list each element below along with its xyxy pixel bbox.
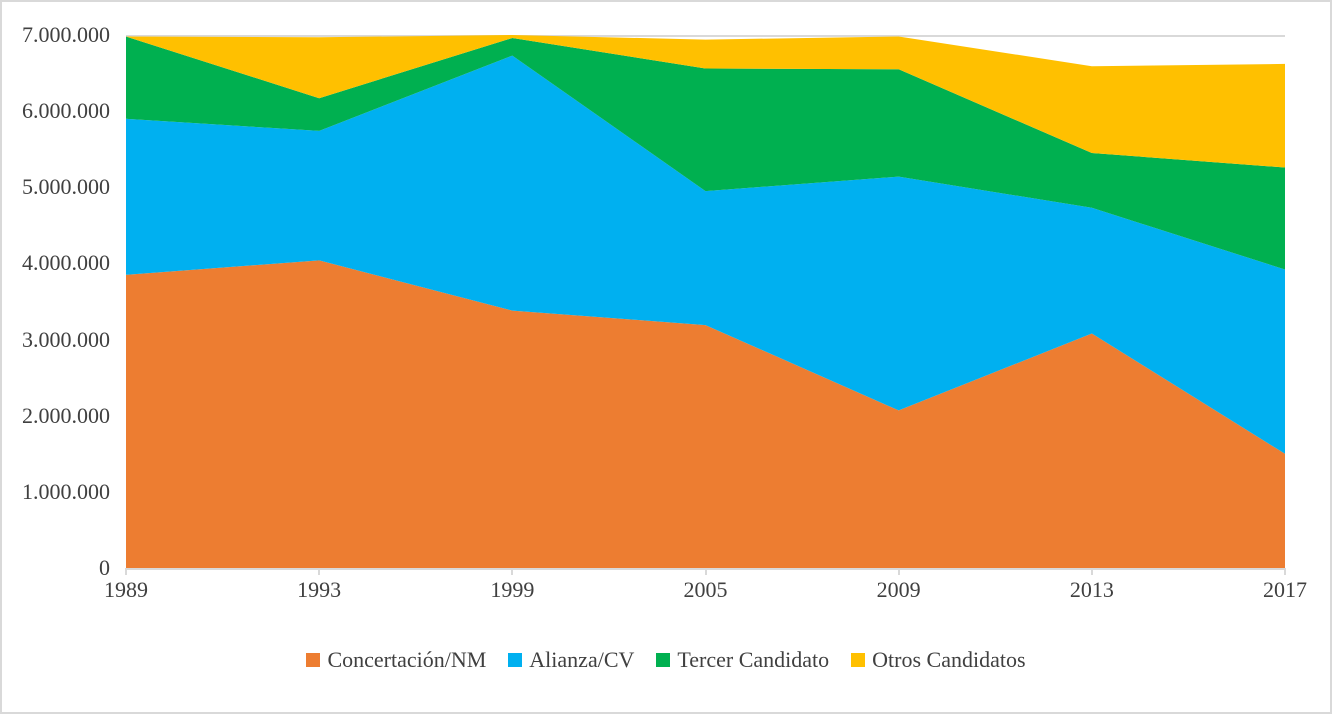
x-tick-1999: [511, 568, 514, 575]
x-tick-1993: [318, 568, 321, 575]
legend-item-otros-candidatos: Otros Candidatos: [851, 647, 1026, 673]
x-tick-2013: [1090, 568, 1093, 575]
chart-legend: Concertación/NM Alianza/CV Tercer Candidat…: [2, 647, 1330, 673]
legend-swatch-otros-candidatos: [851, 653, 866, 667]
legend-swatch-concertaci-n-nm: [306, 653, 321, 667]
y-tick-label-6.000.000: 6.000.000: [22, 98, 110, 124]
y-tick-label-5.000.000: 5.000.000: [22, 174, 110, 200]
area-series-concertaci-n-nm: [126, 260, 1285, 568]
area-chart-canvas: [126, 35, 1285, 568]
area-series-tercer-candidato: [126, 36, 1285, 270]
x-tick-label-1999: 1999: [490, 577, 535, 602]
y-tick-label-1.000.000: 1.000.000: [22, 478, 110, 504]
legend-label-tercer-candidato: Tercer Candidato: [677, 647, 830, 672]
legend-swatch-alianza-cv: [508, 653, 523, 667]
x-tick-label-1993: 1993: [297, 577, 342, 602]
plot-area: [126, 35, 1285, 568]
y-tick-label-0: 0: [99, 555, 110, 580]
y-tick-label-4.000.000: 4.000.000: [22, 250, 110, 276]
x-tick-2005: [704, 568, 707, 575]
legend-label-otros-candidatos: Otros Candidatos: [872, 647, 1026, 672]
area-series-otros-candidatos: [126, 35, 1285, 168]
x-tick-label-2017: 2017: [1263, 577, 1307, 602]
legend-item-alianza-cv: Alianza/CV: [508, 647, 634, 673]
legend-item-concertaci-n-nm: Concertación/NM: [306, 647, 486, 673]
y-tick-label-3.000.000: 3.000.000: [22, 326, 110, 352]
x-tick-label-2009: 2009: [876, 577, 921, 602]
x-tick-label-1989: 1989: [104, 577, 148, 602]
area-series-alianza-cv: [126, 55, 1285, 454]
gridline-7m: [126, 35, 1285, 37]
y-tick-label-7.000.000: 7.000.000: [22, 22, 110, 47]
y-tick-label-2.000.000: 2.000.000: [22, 402, 110, 428]
legend-swatch-tercer-candidato: [656, 653, 671, 667]
legend-label-concertaci-n-nm: Concertación/NM: [327, 647, 487, 672]
legend-label-alianza-cv: Alianza/CV: [529, 647, 635, 672]
legend-item-tercer-candidato: Tercer Candidato: [656, 647, 829, 673]
x-tick-2017: [1284, 568, 1286, 575]
x-tick-label-2005: 2005: [683, 577, 728, 602]
x-tick-2009: [897, 568, 900, 575]
x-tick-1989: [125, 568, 127, 575]
x-tick-label-2013: 2013: [1069, 577, 1114, 602]
